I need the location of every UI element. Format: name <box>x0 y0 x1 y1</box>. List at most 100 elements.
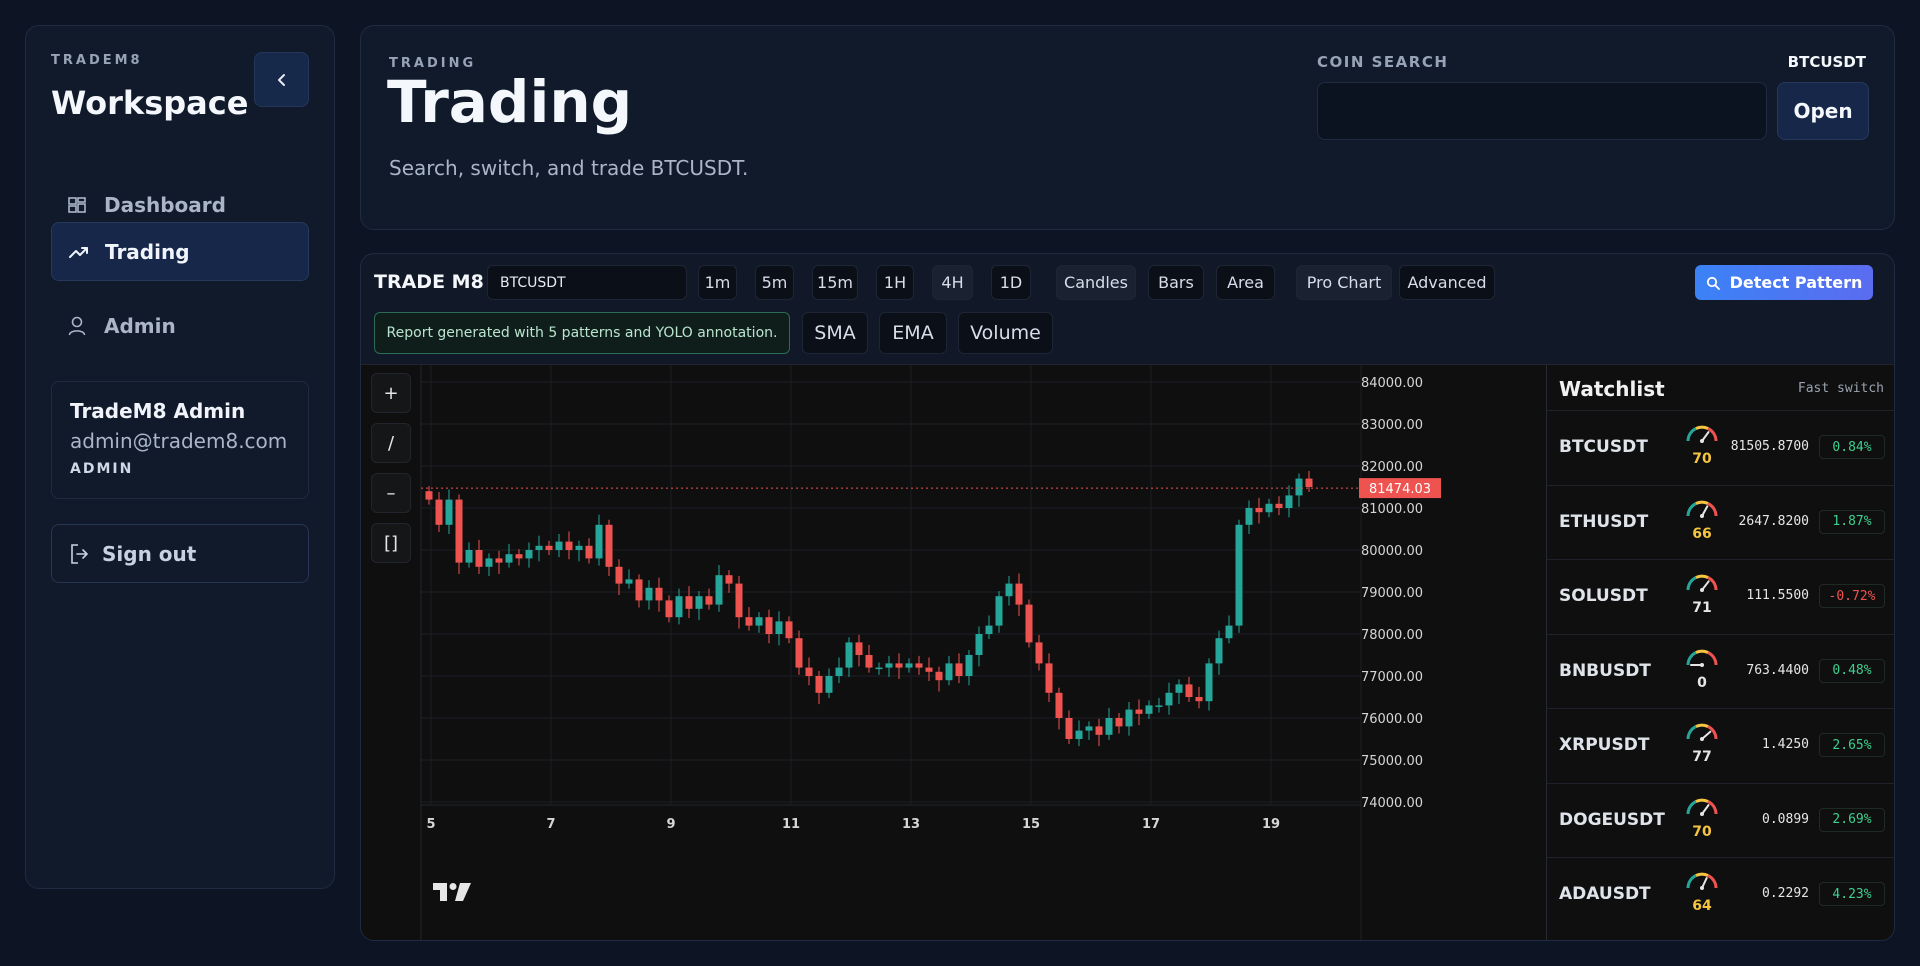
price-chart[interactable]: 84000.00 83000.00 82000.00 81000.00 80000.00… <box>361 364 1546 941</box>
sign-out-label: Sign out <box>102 541 197 566</box>
candle-body <box>475 550 483 567</box>
sign-out-button[interactable]: Sign out <box>51 524 309 583</box>
chevron-left-icon <box>277 73 285 86</box>
chart-type-candles-button[interactable]: Candles <box>1056 265 1136 300</box>
fit-range-tool[interactable]: [] <box>371 523 411 563</box>
y-tick-label: 81000.00 <box>1361 502 1423 517</box>
candle-body <box>1285 495 1293 508</box>
y-tick-label: 76000.00 <box>1361 712 1423 727</box>
watchlist-symbol: BTCUSDT <box>1559 437 1648 457</box>
gauge-icon <box>1686 574 1718 592</box>
indicator-ema-button[interactable]: EMA <box>879 312 947 354</box>
symbol-field[interactable]: BTCUSDT <box>487 265 687 300</box>
x-tick-label: 5 <box>426 817 435 832</box>
sidebar-item-dashboard[interactable]: Dashboard <box>51 175 309 234</box>
advanced-button[interactable]: Advanced <box>1399 265 1495 300</box>
candle-body <box>1195 697 1203 702</box>
candle-body <box>735 583 743 618</box>
zoom-out-tool[interactable]: – <box>371 473 411 513</box>
candle-body <box>675 596 683 618</box>
watchlist-score: 70 <box>1692 451 1712 467</box>
candle-body <box>895 663 903 668</box>
pro-chart-button[interactable]: Pro Chart <box>1296 265 1392 300</box>
candle-body <box>565 541 573 550</box>
candle-body <box>615 566 623 584</box>
chart-type-area-button[interactable]: Area <box>1216 265 1275 300</box>
candle-body <box>435 499 443 525</box>
watchlist-row[interactable]: BNBUSDT 0 763.4400 0.48% <box>1547 633 1894 708</box>
watchlist-change-badge: 4.23% <box>1819 882 1885 906</box>
y-tick-label: 77000.00 <box>1361 670 1423 685</box>
watchlist-change-badge: 2.65% <box>1819 733 1885 757</box>
interval-4h-button[interactable]: 4H <box>932 265 973 300</box>
candle-body <box>845 642 853 668</box>
trending-up-icon <box>69 241 91 263</box>
indicator-sma-button[interactable]: SMA <box>802 312 868 354</box>
interval-1m-button[interactable]: 1m <box>698 265 737 300</box>
y-tick-label: 78000.00 <box>1361 628 1423 643</box>
candle-body <box>1255 508 1263 513</box>
candle-body <box>575 545 583 550</box>
candle-body <box>1055 692 1063 718</box>
watchlist-change-badge: 0.84% <box>1819 435 1885 459</box>
open-button[interactable]: Open <box>1777 82 1869 140</box>
sign-out-icon <box>70 543 88 564</box>
candle-body <box>955 663 963 676</box>
candle-body <box>515 554 523 559</box>
interval-1h-button[interactable]: 1H <box>876 265 914 300</box>
candle-body <box>1115 718 1123 727</box>
watchlist-price: 81505.8700 <box>1730 439 1809 454</box>
interval-15m-button[interactable]: 15m <box>812 265 858 300</box>
toolbar-brand: TRADE M8 <box>374 271 484 293</box>
indicator-volume-button[interactable]: Volume <box>958 312 1053 354</box>
collapse-sidebar-button[interactable] <box>254 52 309 107</box>
watchlist-row[interactable]: ADAUSDT 64 0.2292 4.23% <box>1547 857 1894 931</box>
user-name: TradeM8 Admin <box>70 399 246 423</box>
candle-body <box>685 596 693 609</box>
y-tick-label: 74000.00 <box>1361 796 1423 811</box>
gauge-icon <box>1686 500 1718 518</box>
sidebar-item-trading[interactable]: Trading <box>51 222 309 281</box>
score-gauge: 0 <box>1684 647 1720 697</box>
watchlist-row[interactable]: BTCUSDT 70 81505.8700 0.84% <box>1547 410 1894 484</box>
watchlist-row[interactable]: ETHUSDT 66 2647.8200 1.87% <box>1547 484 1894 559</box>
candle-body <box>625 579 633 584</box>
watchlist-score: 66 <box>1692 525 1712 542</box>
interval-5m-button[interactable]: 5m <box>755 265 794 300</box>
chart-type-bars-button[interactable]: Bars <box>1148 265 1204 300</box>
watchlist-price: 2647.8200 <box>1738 513 1809 529</box>
page-header: TRADING Trading Search, switch, and trad… <box>360 25 1895 230</box>
candle-body <box>1225 625 1233 639</box>
watchlist-row[interactable]: DOGEUSDT 70 0.0899 2.69% <box>1547 782 1894 857</box>
sidebar-item-label: Trading <box>105 239 190 264</box>
candle-body <box>1215 638 1223 664</box>
candle-body <box>915 663 923 668</box>
detect-pattern-button[interactable]: Detect Pattern <box>1695 265 1873 300</box>
candlestick-chart[interactable]: 84000.00 83000.00 82000.00 81000.00 80000.00… <box>361 365 1546 941</box>
candle-body <box>555 541 563 550</box>
candle-body <box>1035 642 1043 664</box>
trendline-tool[interactable]: / <box>371 423 411 463</box>
candle-body <box>545 545 553 550</box>
candle-body <box>635 579 643 601</box>
watchlist-row[interactable]: XRPUSDT 77 1.4250 2.65% <box>1547 708 1894 782</box>
y-tick-label: 84000.00 <box>1361 376 1423 391</box>
candle-body <box>1095 726 1103 735</box>
user-card: TradeM8 Admin admin@tradem8.com ADMIN <box>51 381 309 499</box>
zoom-in-tool[interactable]: + <box>371 373 411 413</box>
y-tick-label: 75000.00 <box>1361 754 1423 769</box>
candle-body <box>525 550 533 559</box>
watchlist: Watchlist Fast switch BTCUSDT 70 81505.870… <box>1546 364 1894 940</box>
watchlist-row[interactable]: SOLUSDT 71 111.5500 -0.72% <box>1547 559 1894 633</box>
user-role: ADMIN <box>70 461 134 477</box>
interval-1d-button[interactable]: 1D <box>991 265 1031 300</box>
candle-body <box>1105 718 1113 735</box>
watchlist-score: 71 <box>1692 600 1712 616</box>
sidebar-item-admin[interactable]: Admin <box>51 296 309 355</box>
candle-body <box>425 491 433 500</box>
candle-body <box>865 655 873 668</box>
coin-search-input[interactable] <box>1317 82 1767 140</box>
candle-body <box>1245 508 1253 525</box>
candle-body <box>1025 604 1033 643</box>
candle-body <box>655 587 663 601</box>
